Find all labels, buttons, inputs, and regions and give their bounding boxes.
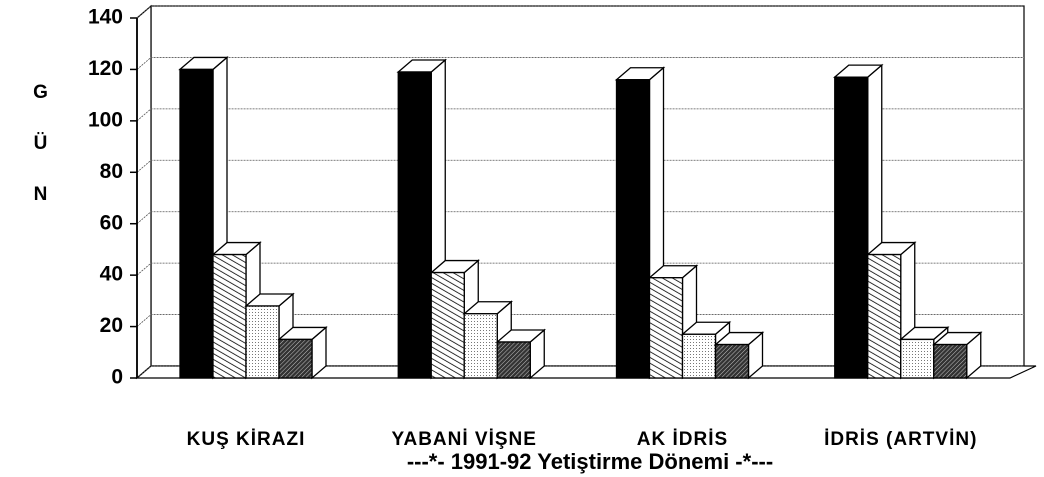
grid-line	[136, 314, 1024, 327]
grid-line	[136, 108, 1024, 122]
bar	[900, 338, 935, 379]
grid-line	[136, 57, 1024, 70]
bar	[430, 271, 465, 379]
bar	[714, 343, 750, 379]
bar	[496, 341, 531, 379]
x-tick-label: YABANİ VİŞNE	[392, 429, 537, 450]
grid-line	[136, 5, 1024, 19]
y-axis-label: GÜN	[30, 82, 51, 235]
y-tick-label: 60	[100, 211, 123, 234]
bar	[648, 277, 684, 379]
grid-line	[136, 211, 1024, 225]
bar	[463, 313, 498, 379]
bar	[245, 305, 280, 379]
side-wall	[136, 4, 152, 380]
bar	[212, 253, 247, 379]
y-tick-label: 120	[88, 57, 123, 80]
y-tick-label: 80	[100, 160, 123, 183]
y-tick-label: 140	[88, 6, 123, 29]
bar	[933, 343, 968, 379]
grid-line	[136, 159, 1024, 173]
x-axis-label: ---*- 1991-92 Yetiştirme Dönemi -*---	[407, 449, 773, 474]
x-tick-label: İDRİS (ARTVİN)	[824, 429, 977, 450]
x-tick-label: AK İDRİS	[637, 429, 728, 450]
bar	[867, 253, 902, 379]
bar	[681, 333, 717, 379]
bar	[179, 68, 214, 379]
x-tick-label: KUŞ KİRAZI	[187, 429, 306, 450]
y-tick-label: 0	[111, 366, 123, 389]
y-tick-label: 40	[100, 263, 123, 286]
grid-line	[136, 262, 1024, 276]
y-tick-label: 20	[100, 314, 123, 337]
y-tick-label: 100	[88, 108, 123, 131]
bar	[834, 76, 869, 379]
bar	[397, 71, 432, 379]
bar	[615, 79, 651, 379]
bar	[278, 338, 313, 379]
